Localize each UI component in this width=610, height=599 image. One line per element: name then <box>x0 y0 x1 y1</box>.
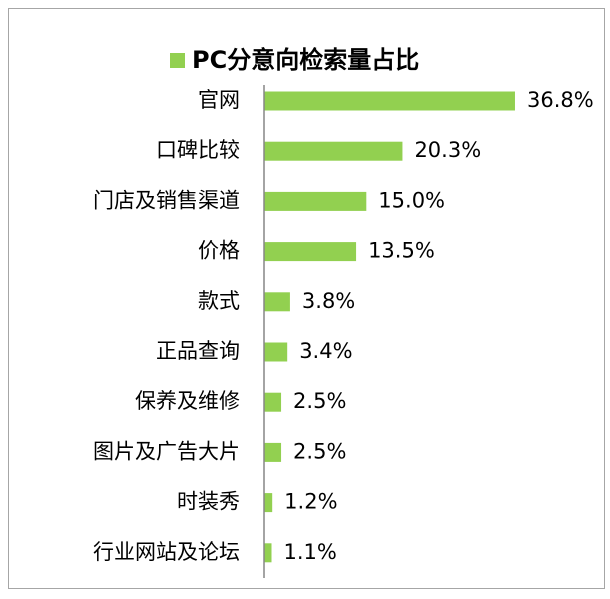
data-label: 1.1% <box>284 540 337 564</box>
y-tick-label: 行业网站及论坛 <box>93 540 240 564</box>
y-tick-label: 图片及广告大片 <box>93 439 240 463</box>
bar <box>264 292 290 312</box>
bar <box>264 543 272 563</box>
y-tick-label: 门店及销售渠道 <box>93 188 240 212</box>
bar <box>264 91 515 111</box>
data-label: 2.5% <box>293 389 346 413</box>
y-tick-label: 时装秀 <box>177 490 240 514</box>
data-label: 36.8% <box>527 88 594 112</box>
y-tick-label: 价格 <box>198 239 240 263</box>
bar <box>264 141 403 161</box>
legend-swatch <box>170 53 185 68</box>
data-label: 2.5% <box>293 439 346 463</box>
data-label: 3.8% <box>302 289 355 313</box>
data-label: 3.4% <box>299 339 352 363</box>
y-tick-label: 保养及维修 <box>135 389 240 413</box>
bar <box>264 493 273 513</box>
bar <box>264 342 288 362</box>
data-label: 1.2% <box>284 490 337 514</box>
bar <box>264 242 357 262</box>
data-label: 15.0% <box>378 188 445 212</box>
y-tick-label: 款式 <box>198 289 240 313</box>
bar <box>264 392 282 412</box>
y-tick-label: 正品查询 <box>156 339 240 363</box>
data-label: 13.5% <box>368 239 435 263</box>
bar <box>264 191 367 211</box>
bar <box>264 442 282 462</box>
y-tick-label: 口碑比较 <box>156 138 240 162</box>
legend-label: PC分意向检索量占比 <box>192 46 419 74</box>
data-label: 20.3% <box>414 138 481 162</box>
y-tick-label: 官网 <box>198 88 240 112</box>
